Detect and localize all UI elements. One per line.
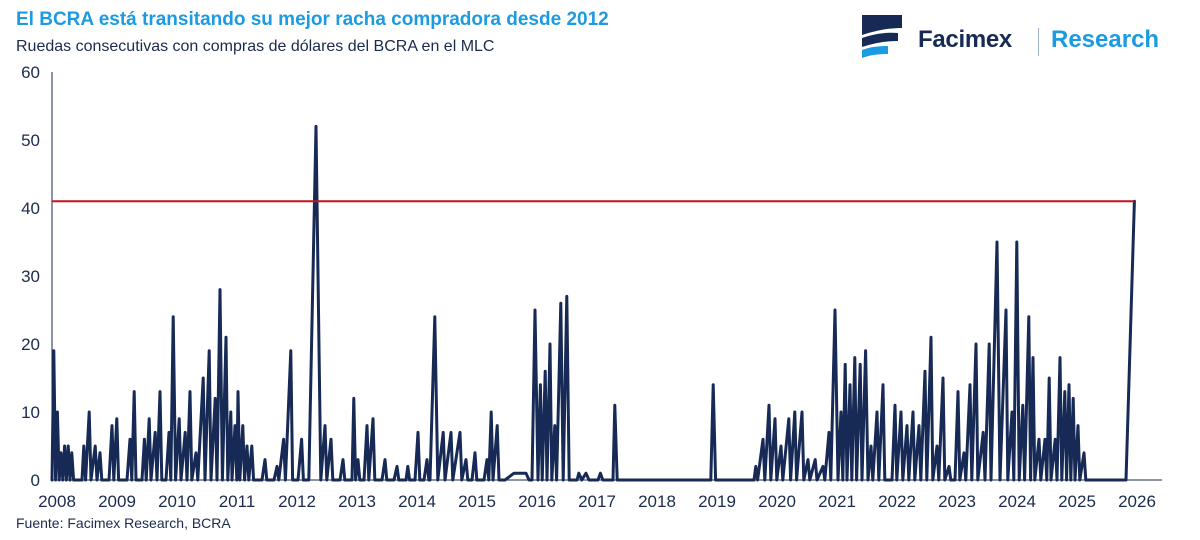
brand-lockup: Facimex Research	[862, 12, 1172, 68]
x-tick-label: 2024	[998, 492, 1036, 511]
x-axis: 2008 2009 2010 2011 2012 2013 2014 2015 2016 2017…	[38, 479, 1162, 511]
x-tick-label: 2011	[219, 492, 256, 511]
y-axis: 0 10 20 30 40 50 60	[21, 63, 53, 490]
x-tick-label: 2022	[878, 492, 916, 511]
y-tick-label: 50	[21, 131, 40, 150]
x-tick-label: 2008	[38, 492, 76, 511]
x-tick-label: 2009	[98, 492, 136, 511]
x-tick-label: 2013	[338, 492, 376, 511]
x-tick-label: 2019	[698, 492, 736, 511]
chart-title: El BCRA está transitando su mejor racha …	[16, 9, 609, 30]
series-group	[50, 124, 1136, 482]
x-tick-label: 2015	[458, 492, 496, 511]
x-tick-label: 2010	[158, 492, 196, 511]
y-tick-label: 60	[21, 63, 40, 82]
x-tick-label: 2023	[938, 492, 976, 511]
x-tick-label: 2026	[1118, 492, 1156, 511]
y-tick-label: 20	[21, 335, 40, 354]
y-tick-label: 40	[21, 199, 40, 218]
brand-unit: Research	[1051, 26, 1160, 53]
x-tick-label: 2017	[578, 492, 616, 511]
facimex-logo-icon	[862, 15, 902, 58]
y-tick-label: 10	[21, 403, 40, 422]
x-tick-label: 2018	[638, 492, 676, 511]
y-tick-label: 30	[21, 267, 40, 286]
brand-divider	[1038, 28, 1039, 56]
series-line	[50, 124, 1136, 482]
x-tick-label: 2021	[818, 492, 856, 511]
x-tick-label: 2016	[518, 492, 556, 511]
brand-name: Facimex	[918, 26, 1012, 53]
y-tick-label: 0	[31, 471, 40, 490]
x-tick-label: 2020	[758, 492, 796, 511]
x-tick-label: 2025	[1058, 492, 1096, 511]
chart-subtitle: Ruedas consecutivas con compras de dólar…	[16, 38, 495, 55]
source-note: Fuente: Facimex Research, BCRA	[16, 515, 231, 531]
x-tick-label: 2012	[278, 492, 316, 511]
x-tick-label: 2014	[398, 492, 436, 511]
